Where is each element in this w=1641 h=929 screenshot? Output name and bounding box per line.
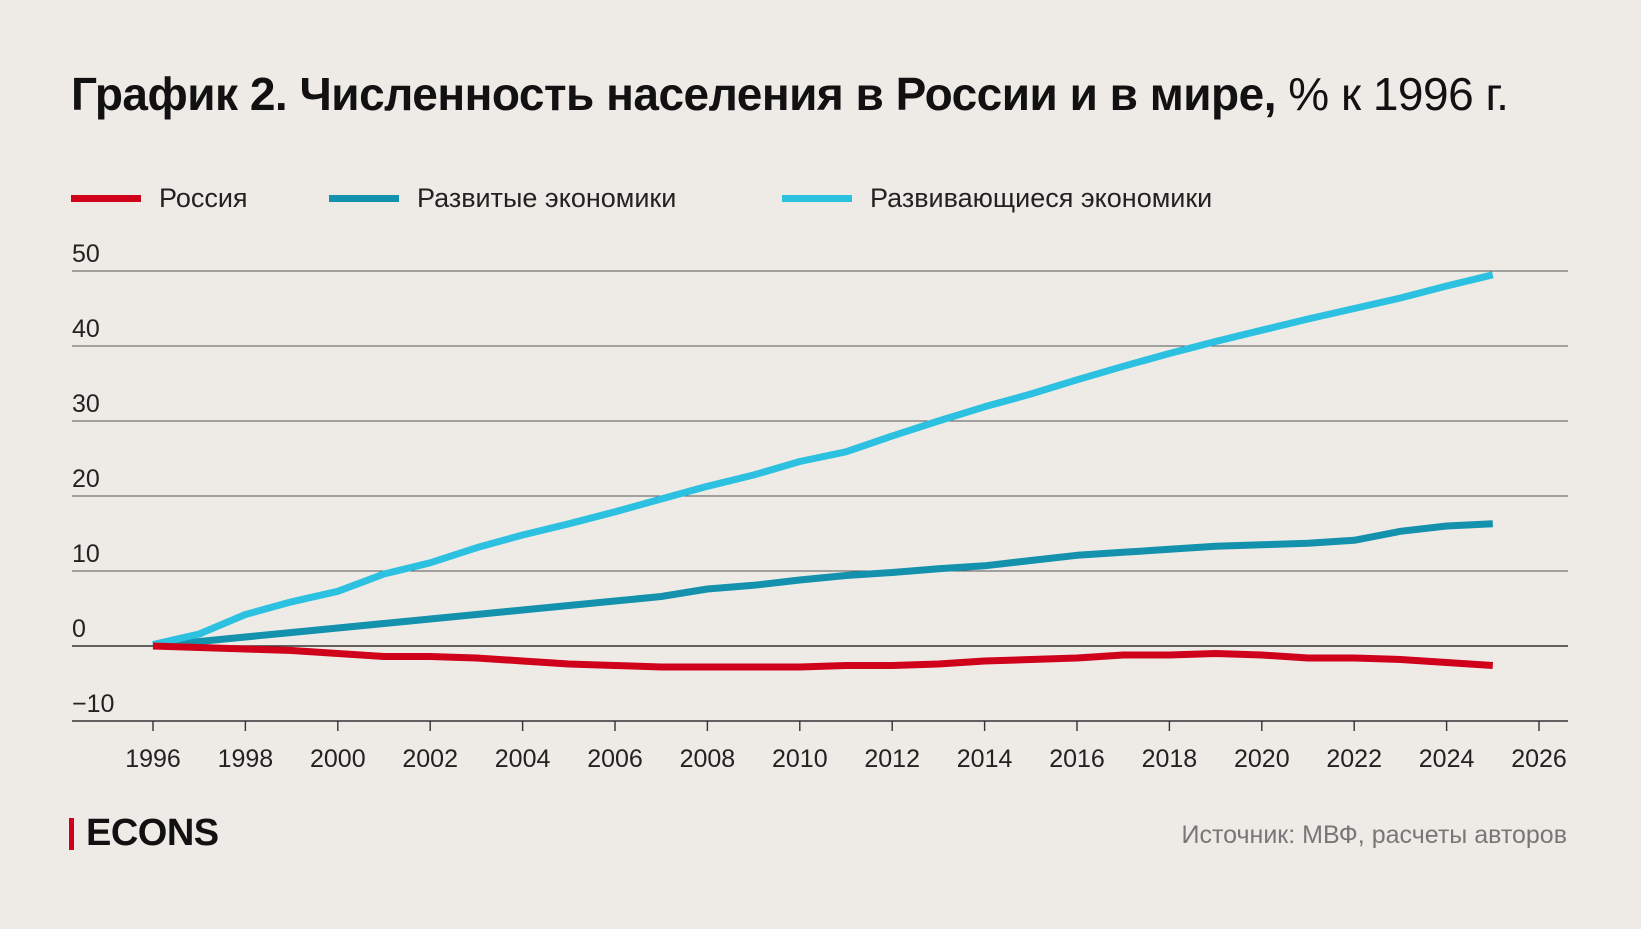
x-tick-label: 2000 <box>310 745 366 773</box>
legend-item-developing: Развивающиеся экономики <box>782 183 1212 214</box>
logo-accent-bar <box>69 817 74 850</box>
x-tick-label: 2026 <box>1511 745 1567 773</box>
x-tick-label: 2008 <box>680 745 736 773</box>
legend-swatch-developing <box>782 194 852 202</box>
y-tick-label: 30 <box>72 390 100 418</box>
econs-logo: ECONS <box>69 812 219 855</box>
legend-item-russia: Россия <box>71 183 329 214</box>
x-tick-label: 2016 <box>1049 745 1105 773</box>
x-tick-label: 2006 <box>587 745 643 773</box>
grid-lines <box>72 270 1568 647</box>
y-tick-label: 50 <box>72 240 100 268</box>
series-line-developed <box>152 520 1493 650</box>
x-tick-label: 1998 <box>218 745 274 773</box>
y-tick-label: 10 <box>72 540 100 568</box>
x-tick-label: 2024 <box>1419 745 1475 773</box>
y-axis-ticks: 50 40 30 20 10 0 −10 <box>72 240 114 718</box>
x-axis: 1996 1998 2000 2002 2004 2006 2008 2010 2012 2014… <box>72 720 1568 773</box>
logo-text: ECONS <box>86 812 219 854</box>
legend-label-developing: Развивающиеся экономики <box>870 182 1213 213</box>
legend-label-developed: Развитые экономики <box>417 182 677 213</box>
x-tick-label: 2022 <box>1326 745 1382 773</box>
x-tick-label: 2012 <box>864 745 920 773</box>
legend-item-developed: Развитые экономики <box>329 183 782 214</box>
legend-label-russia: Россия <box>159 182 248 213</box>
legend-swatch-russia <box>71 194 141 202</box>
chart-title-unit: % к 1996 г. <box>1275 68 1509 120</box>
chart-legend: Россия Развитые экономики Развивающиеся … <box>71 178 1212 218</box>
x-tick-label: 2002 <box>402 745 458 773</box>
series-lines <box>152 271 1494 671</box>
chart-title: График 2. Численность населения в России… <box>71 66 1509 122</box>
x-tick-label: 2020 <box>1234 745 1290 773</box>
y-tick-label: 0 <box>72 615 86 643</box>
y-tick-label: 40 <box>72 315 100 343</box>
x-tick-label: 2010 <box>772 745 828 773</box>
x-tick-label: 1996 <box>125 745 181 773</box>
y-tick-label: 20 <box>72 465 100 493</box>
series-line-developing <box>152 271 1494 648</box>
y-tick-label: −10 <box>72 690 114 718</box>
x-tick-label: 2014 <box>957 745 1013 773</box>
source-note: Источник: МВФ, расчеты авторов <box>1181 821 1567 849</box>
x-tick-label: 2018 <box>1142 745 1198 773</box>
x-tick-label: 2004 <box>495 745 551 773</box>
chart-title-main: График 2. Численность населения в России… <box>71 68 1276 120</box>
series-line-russia <box>152 642 1494 671</box>
legend-swatch-developed <box>329 194 399 202</box>
